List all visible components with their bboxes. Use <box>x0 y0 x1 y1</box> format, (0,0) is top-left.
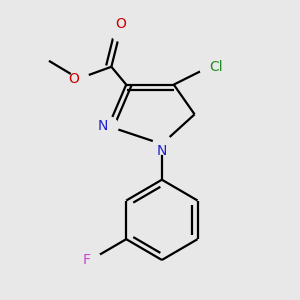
Text: Cl: Cl <box>209 60 223 74</box>
Text: N: N <box>98 119 108 133</box>
Text: N: N <box>157 144 167 158</box>
Text: O: O <box>68 72 79 86</box>
Text: F: F <box>82 253 91 267</box>
Text: O: O <box>115 17 126 31</box>
